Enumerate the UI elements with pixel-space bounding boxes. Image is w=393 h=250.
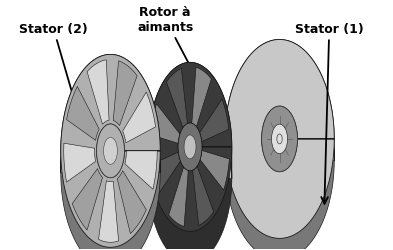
- Polygon shape: [262, 107, 298, 161]
- Polygon shape: [61, 55, 160, 247]
- Polygon shape: [169, 167, 188, 226]
- Polygon shape: [99, 181, 119, 242]
- Polygon shape: [113, 62, 137, 126]
- Polygon shape: [200, 151, 230, 190]
- Ellipse shape: [178, 124, 202, 171]
- Ellipse shape: [103, 138, 118, 164]
- Polygon shape: [151, 152, 180, 195]
- Polygon shape: [61, 55, 160, 173]
- Polygon shape: [117, 171, 146, 234]
- Polygon shape: [192, 68, 211, 127]
- Polygon shape: [200, 100, 229, 142]
- Polygon shape: [123, 93, 156, 143]
- Text: Rotor à
aimants: Rotor à aimants: [137, 6, 193, 72]
- Text: Stator (2): Stator (2): [19, 22, 101, 186]
- Ellipse shape: [184, 136, 196, 159]
- Polygon shape: [148, 63, 232, 232]
- Polygon shape: [148, 63, 232, 179]
- Ellipse shape: [262, 107, 298, 172]
- Polygon shape: [72, 169, 103, 230]
- Polygon shape: [193, 166, 214, 226]
- Polygon shape: [166, 69, 187, 128]
- Polygon shape: [61, 173, 160, 250]
- Polygon shape: [148, 179, 232, 250]
- Polygon shape: [225, 40, 334, 161]
- Ellipse shape: [277, 134, 282, 144]
- Polygon shape: [225, 161, 334, 250]
- Polygon shape: [66, 87, 99, 141]
- Polygon shape: [151, 104, 180, 144]
- Ellipse shape: [272, 125, 288, 154]
- Ellipse shape: [97, 124, 125, 178]
- Polygon shape: [87, 60, 109, 125]
- Polygon shape: [64, 144, 95, 182]
- Polygon shape: [225, 40, 334, 238]
- Text: Stator (1): Stator (1): [295, 22, 364, 204]
- Polygon shape: [97, 124, 125, 173]
- Polygon shape: [125, 151, 157, 190]
